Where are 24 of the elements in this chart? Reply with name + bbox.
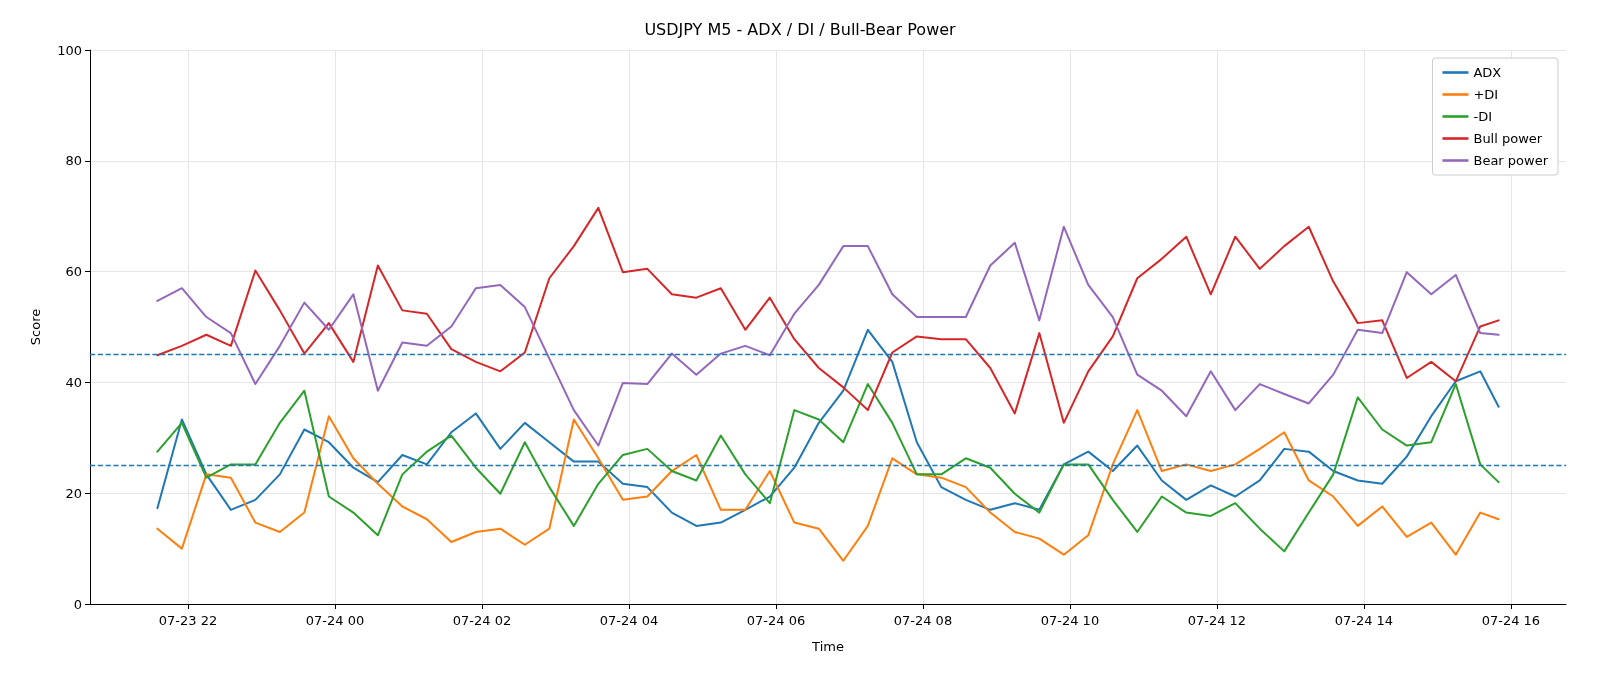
chart-title: USDJPY M5 - ADX / DI / Bull-Bear Power — [644, 19, 957, 39]
x-tick-label: 07-24 14 — [1334, 613, 1394, 628]
x-tick-label: 07-24 00 — [305, 613, 365, 628]
x-tick-label: 07-24 08 — [893, 613, 953, 628]
x-axis-title: Time — [811, 639, 844, 654]
x-tick-label: 07-24 12 — [1187, 613, 1247, 628]
legend-label: ADX — [1473, 65, 1502, 80]
legend-label: Bear power — [1473, 153, 1549, 168]
y-tick-label: 60 — [65, 264, 82, 280]
legend-label: -DI — [1473, 109, 1493, 124]
x-tick-label: 07-24 04 — [599, 613, 659, 628]
x-tick-label: 07-24 06 — [746, 613, 806, 628]
y-tick-label: 100 — [57, 42, 82, 58]
x-tick-label: 07-24 02 — [452, 613, 512, 628]
legend-label: Bull power — [1473, 131, 1543, 146]
x-tick-label: 07-24 16 — [1481, 613, 1541, 628]
legend-label: +DI — [1473, 87, 1499, 102]
x-tick-label: 07-24 10 — [1040, 613, 1100, 628]
y-tick-label: 0 — [73, 596, 82, 612]
y-axis-title: Score — [28, 308, 43, 346]
y-tick-label: 20 — [65, 485, 82, 501]
x-tick-label: 07-23 22 — [158, 613, 218, 628]
y-tick-label: 80 — [65, 153, 82, 169]
y-tick-label: 40 — [65, 374, 82, 390]
